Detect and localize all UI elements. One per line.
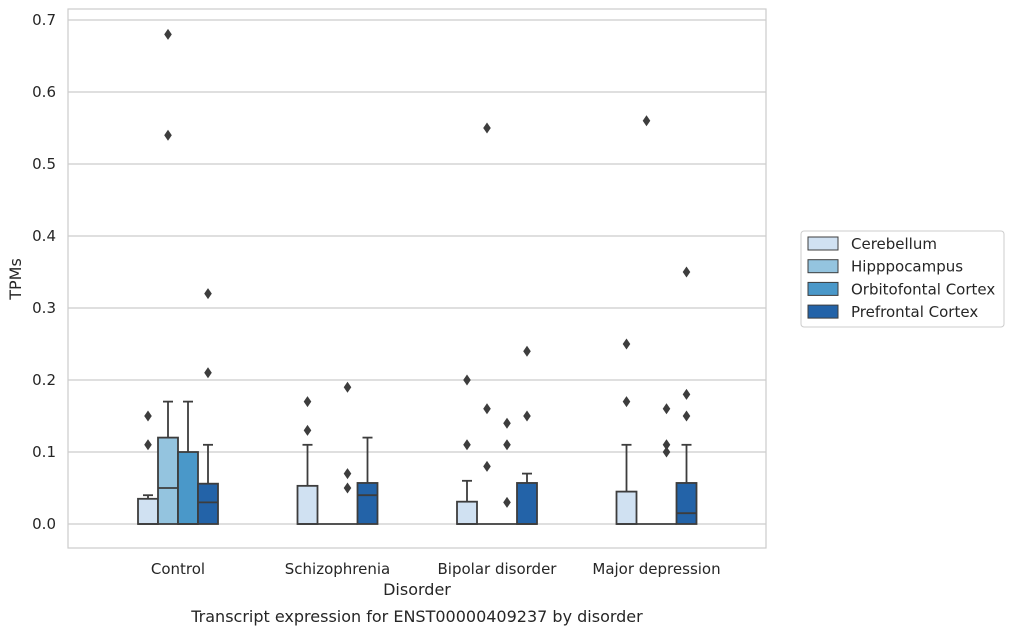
box-body	[177, 451, 199, 525]
box-body	[157, 436, 179, 525]
legend-swatch	[807, 259, 839, 274]
boxes	[137, 400, 698, 525]
y-axis-label: TPMs	[6, 258, 25, 301]
outlier-point	[343, 381, 352, 393]
box-body	[296, 484, 319, 525]
legend-label: Orbitofontal Cortex	[851, 280, 995, 298]
outlier-point	[164, 129, 172, 141]
y-tick-label: 0.7	[32, 11, 56, 29]
outlier-point	[662, 439, 671, 451]
legend-item: Hipppocampus	[807, 258, 963, 276]
outlier-point	[682, 388, 691, 400]
legend-swatch	[807, 304, 839, 319]
outlier-point	[662, 403, 671, 415]
outlier-point	[483, 403, 491, 415]
y-tick-label: 0.2	[32, 371, 56, 389]
outlier-point	[303, 396, 312, 408]
y-tick-label: 0.0	[32, 515, 56, 533]
legend-swatch	[807, 281, 839, 296]
box-body	[356, 482, 379, 525]
outlier-point	[503, 496, 511, 508]
outlier-point	[204, 367, 212, 379]
outlier-point	[303, 424, 312, 436]
outlier-point	[503, 417, 511, 429]
x-tick-label: Schizophrenia	[285, 560, 390, 578]
legend-label: Prefrontal Cortex	[851, 303, 978, 321]
outlier-point	[622, 396, 631, 408]
box-body	[137, 497, 159, 525]
box-body	[516, 482, 538, 525]
legend-item: Cerebellum	[807, 235, 937, 253]
y-tick-label: 0.4	[32, 227, 56, 245]
box	[675, 443, 698, 525]
legend-item: Orbitofontal Cortex	[807, 280, 995, 298]
outlier-point	[463, 374, 471, 386]
box	[516, 472, 538, 525]
outlier-point	[144, 410, 152, 422]
outlier-point	[144, 439, 152, 451]
outlier-point	[523, 410, 531, 422]
box-body	[675, 482, 698, 525]
box	[615, 443, 638, 525]
box	[197, 443, 219, 525]
box-body	[615, 490, 638, 525]
legend: Cerebellum Hipppocampus Orbitofontal Corte…	[800, 230, 1005, 328]
legend-label: Cerebellum	[851, 235, 937, 253]
x-tick-label: Bipolar disorder	[438, 560, 558, 578]
box	[177, 400, 199, 525]
y-tick-label: 0.3	[32, 299, 56, 317]
box	[296, 443, 319, 525]
outlier-point	[523, 345, 531, 357]
outlier-point	[662, 446, 671, 458]
outlier-point	[622, 338, 631, 350]
box	[456, 479, 478, 525]
outlier-point	[682, 410, 691, 422]
box	[157, 400, 179, 525]
outlier-points	[144, 28, 691, 508]
legend-label: Hipppocampus	[851, 258, 963, 276]
x-tick-label: Control	[151, 560, 205, 578]
box	[137, 494, 159, 525]
outlier-point	[343, 468, 352, 480]
outlier-point	[483, 460, 491, 472]
box-body	[197, 482, 219, 525]
outlier-point	[503, 439, 511, 451]
outlier-point	[164, 28, 172, 40]
outlier-point	[682, 266, 691, 278]
outlier-point	[343, 482, 352, 494]
legend-item: Prefrontal Cortex	[807, 303, 978, 321]
outlier-point	[463, 439, 471, 451]
legend-frame	[800, 230, 1005, 328]
x-axis-label: Disorder	[383, 580, 451, 599]
box-body	[456, 500, 478, 525]
box	[356, 436, 379, 525]
outlier-point	[642, 115, 651, 127]
y-tick-label: 0.5	[32, 155, 56, 173]
outlier-point	[204, 288, 212, 300]
y-tick-label: 0.6	[32, 83, 56, 101]
plot-frame	[67, 8, 767, 549]
outlier-point	[483, 122, 491, 134]
x-tick-labels: Control Schizophrenia Bipolar disorder Majo…	[151, 560, 721, 578]
y-tick-labels: 0.0 0.1 0.2 0.3 0.4 0.5 0.6 0.7	[32, 11, 56, 533]
y-tick-label: 0.1	[32, 443, 56, 461]
x-tick-label: Major depression	[592, 560, 720, 578]
legend-swatch	[807, 236, 839, 251]
chart-caption: Transcript expression for ENST0000040923…	[190, 607, 643, 626]
